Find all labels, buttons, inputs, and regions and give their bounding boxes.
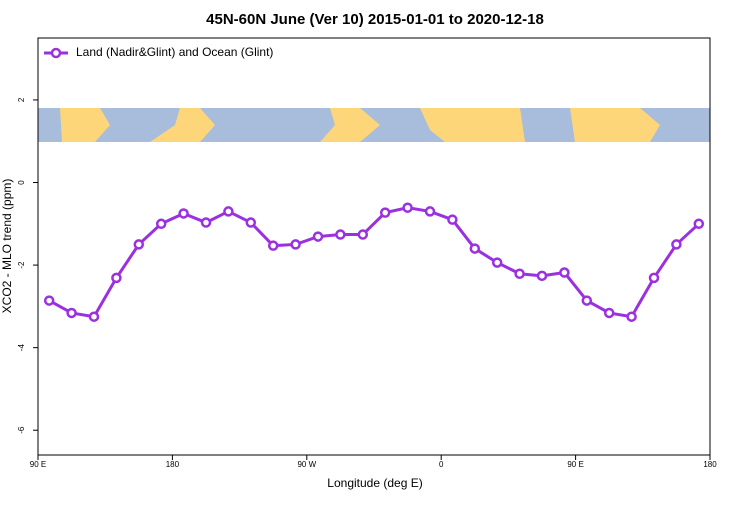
x-tick-label: 0 [439, 460, 444, 469]
chart-title: 45N-60N June (Ver 10) 2015-01-01 to 2020… [206, 11, 544, 28]
point [200, 217, 212, 228]
point [178, 208, 189, 219]
y-tick-label: 2 [17, 97, 26, 102]
point [223, 206, 234, 217]
point [671, 239, 682, 250]
point [245, 217, 257, 228]
point [335, 229, 346, 240]
x-tick-label: 180 [166, 460, 180, 469]
point [312, 231, 324, 242]
point [626, 311, 637, 322]
point [603, 307, 615, 319]
legend-marker [50, 47, 62, 59]
point [267, 240, 279, 251]
y-tick-label: 0 [17, 180, 26, 185]
point [111, 272, 122, 284]
point [469, 243, 481, 254]
x-tick-label: 90 W [297, 460, 316, 469]
point [447, 214, 458, 225]
y-tick-label: -6 [17, 426, 26, 434]
x-tick-label: 90 E [567, 460, 583, 469]
map-band [38, 108, 710, 142]
y-tick-label: -4 [17, 344, 26, 352]
legend-label: Land (Nadir&Glint) and Ocean (Glint) [76, 45, 273, 59]
point [43, 295, 55, 306]
x-axis-label: Longitude (deg E) [327, 476, 422, 490]
point [424, 206, 436, 217]
point [514, 268, 525, 279]
plot-frame [37, 37, 711, 456]
point [536, 270, 548, 282]
x-tick-label: 90 E [30, 460, 46, 469]
point [402, 202, 413, 213]
line [48, 206, 700, 319]
point [648, 272, 660, 284]
point [133, 239, 145, 250]
point [559, 267, 570, 278]
point [693, 218, 705, 230]
point [155, 218, 167, 230]
point [88, 311, 100, 322]
y-tick-label: -2 [17, 261, 26, 269]
point [357, 229, 369, 240]
y-axis-label: XCO2 - MLO trend (ppm) [0, 179, 14, 314]
point [290, 239, 301, 250]
point [491, 257, 503, 268]
point [379, 207, 391, 218]
point [581, 295, 593, 306]
x-tick-label: 180 [703, 460, 717, 469]
point [66, 307, 77, 319]
